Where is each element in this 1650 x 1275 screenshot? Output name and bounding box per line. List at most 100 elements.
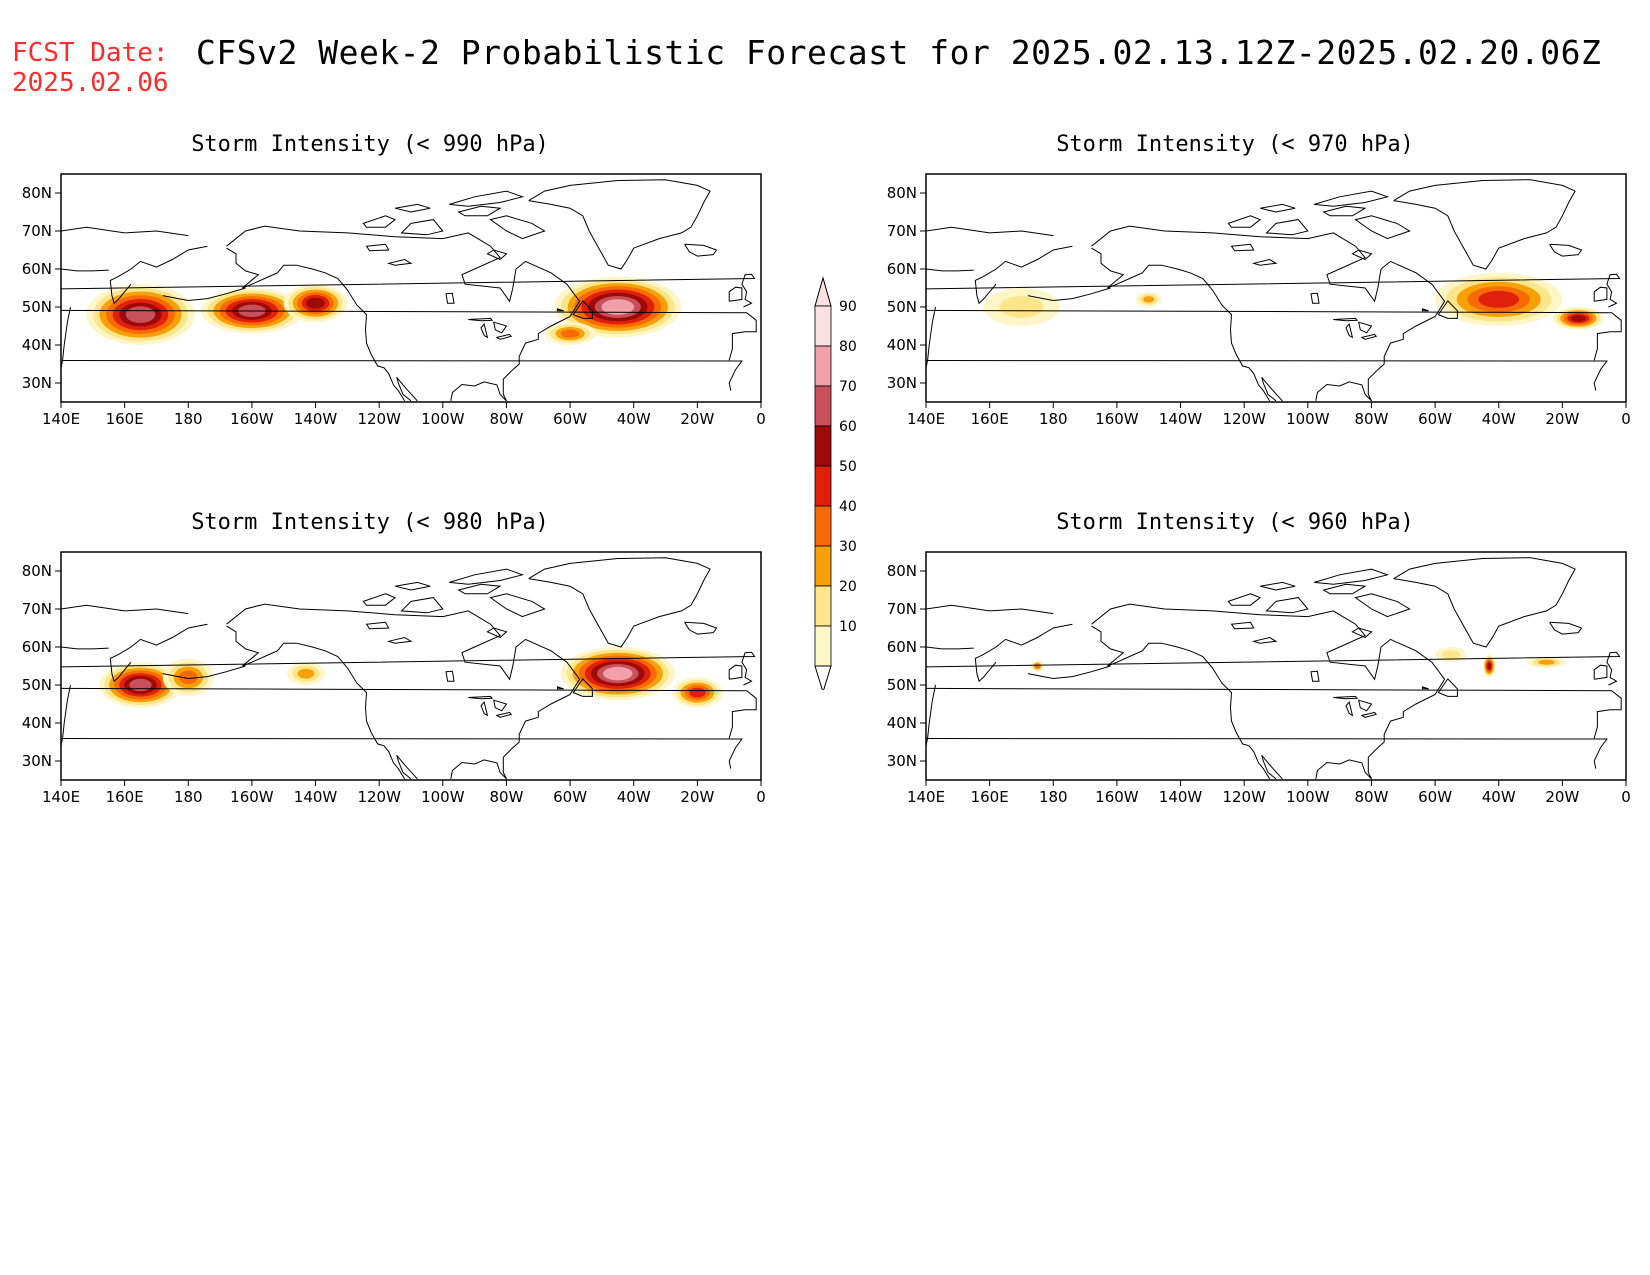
coastline bbox=[1261, 376, 1283, 402]
legend-label: 30 bbox=[839, 539, 857, 555]
coastline bbox=[61, 360, 743, 391]
coastline bbox=[1593, 286, 1608, 302]
lon-tick-label: 20W bbox=[680, 788, 714, 806]
coastline bbox=[926, 604, 1054, 615]
lon-tick-label: 160E bbox=[971, 410, 1009, 428]
map-980: 140E 160E 180 160W 140W 120W 100W 80W 60W 40W 20W 0… bbox=[22, 551, 766, 806]
lon-tick-label: 80W bbox=[489, 410, 523, 428]
lon-tick-label: 0 bbox=[756, 410, 766, 428]
map-frame bbox=[60, 173, 762, 403]
coastline bbox=[61, 273, 756, 308]
legend-label: 50 bbox=[839, 459, 857, 475]
lat-tick-label: 80N bbox=[22, 184, 52, 202]
island-outline bbox=[1421, 308, 1429, 312]
coastlines bbox=[926, 557, 1622, 780]
coastline bbox=[1393, 179, 1576, 270]
island-outline bbox=[1351, 249, 1373, 261]
coastline bbox=[1593, 664, 1608, 680]
lon-tick-label: 180 bbox=[174, 788, 203, 806]
map-990: 140E 160E 180 160W 140W 120W 100W 80W 60W 40W 20W 0… bbox=[22, 173, 766, 428]
legend-bottom-arrow bbox=[814, 665, 832, 690]
lake-outline bbox=[1251, 258, 1278, 266]
lon-tick-label: 80W bbox=[1354, 788, 1388, 806]
storm-probability-region bbox=[99, 662, 182, 708]
coastline bbox=[188, 665, 246, 679]
legend-swatch bbox=[814, 625, 832, 667]
lat-tick-label: 50N bbox=[887, 676, 917, 694]
lat-tick-label: 30N bbox=[22, 752, 52, 770]
lake-outline bbox=[468, 695, 494, 700]
lake-outline bbox=[1230, 243, 1255, 252]
lake-outline bbox=[1360, 333, 1378, 340]
map-frame bbox=[925, 173, 1627, 403]
coastline bbox=[162, 295, 189, 301]
coastlines bbox=[61, 557, 757, 780]
island-outline bbox=[362, 215, 397, 228]
lat-tick-label: 60N bbox=[22, 638, 52, 656]
probability-contour-50 bbox=[689, 687, 706, 698]
lon-axis: 140E 160E 180 160W 140W 120W 100W 80W 60W 40W 20W 0 bbox=[42, 402, 766, 428]
coastline bbox=[1027, 673, 1054, 679]
island-outline bbox=[1437, 300, 1458, 319]
coastline bbox=[1027, 295, 1054, 301]
coastline bbox=[61, 687, 757, 739]
coastline bbox=[926, 646, 974, 650]
lon-tick-label: 140W bbox=[294, 410, 338, 428]
lat-tick-label: 30N bbox=[22, 374, 52, 392]
lon-tick-label: 0 bbox=[756, 788, 766, 806]
legend-bar: 90 80 70 60 50 40 30 20 10 bbox=[814, 276, 857, 690]
storm-probability-region bbox=[983, 288, 1060, 326]
legend-swatch bbox=[814, 385, 832, 427]
lake-outline bbox=[386, 636, 413, 644]
legend-top-arrow bbox=[814, 276, 832, 307]
lon-tick-label: 160W bbox=[1095, 788, 1139, 806]
lat-tick-label: 30N bbox=[887, 752, 917, 770]
legend-label: 70 bbox=[839, 379, 857, 395]
lon-tick-label: 140W bbox=[294, 788, 338, 806]
storm-probability-region bbox=[1482, 654, 1496, 678]
map-content bbox=[61, 557, 757, 780]
map-content bbox=[61, 179, 757, 402]
coastline bbox=[728, 664, 743, 680]
lon-tick-label: 160W bbox=[230, 788, 274, 806]
lake-outline bbox=[1345, 323, 1354, 339]
coastline bbox=[684, 621, 718, 635]
lat-tick-label: 50N bbox=[22, 676, 52, 694]
coastline bbox=[109, 245, 208, 305]
lon-tick-label: 120W bbox=[1222, 410, 1266, 428]
lon-tick-label: 120W bbox=[1222, 788, 1266, 806]
probability-contour-20 bbox=[999, 296, 1044, 318]
island-outline bbox=[1354, 593, 1411, 618]
island-outline bbox=[1421, 686, 1429, 690]
lat-axis: 80N 70N 60N 50N 40N 30N bbox=[22, 184, 61, 392]
lon-tick-label: 160E bbox=[971, 788, 1009, 806]
map-960: 140E 160E 180 160W 140W 120W 100W 80W 60W 40W 20W 0… bbox=[887, 551, 1631, 806]
coastline bbox=[926, 306, 936, 368]
lake-outline bbox=[1358, 321, 1373, 334]
lat-tick-label: 50N bbox=[887, 298, 917, 316]
lon-tick-label: 100W bbox=[421, 788, 465, 806]
island-outline bbox=[486, 627, 508, 639]
lon-tick-label: 20W bbox=[680, 410, 714, 428]
coastline bbox=[61, 651, 756, 686]
lon-tick-label: 0 bbox=[1621, 788, 1631, 806]
lon-tick-label: 140E bbox=[42, 788, 80, 806]
lon-tick-label: 40W bbox=[617, 410, 651, 428]
island-outline bbox=[457, 205, 502, 217]
island-outline bbox=[572, 300, 593, 319]
island-outline bbox=[400, 597, 444, 614]
legend-swatch bbox=[814, 545, 832, 587]
lat-axis: 80N 70N 60N 50N 40N 30N bbox=[22, 562, 61, 770]
storm-probability-region bbox=[560, 647, 676, 701]
lon-tick-label: 20W bbox=[1545, 788, 1579, 806]
coastlines bbox=[926, 179, 1622, 402]
probability-contour-20 bbox=[1441, 650, 1461, 659]
lon-tick-label: 120W bbox=[357, 788, 401, 806]
coastline bbox=[1261, 754, 1283, 780]
map-content bbox=[926, 179, 1622, 402]
legend-swatch bbox=[814, 425, 832, 467]
panel-title: Storm Intensity (< 970 hPa) bbox=[1056, 132, 1414, 157]
lon-tick-label: 180 bbox=[174, 410, 203, 428]
island-outline bbox=[1351, 627, 1373, 639]
lon-tick-label: 40W bbox=[1482, 788, 1516, 806]
